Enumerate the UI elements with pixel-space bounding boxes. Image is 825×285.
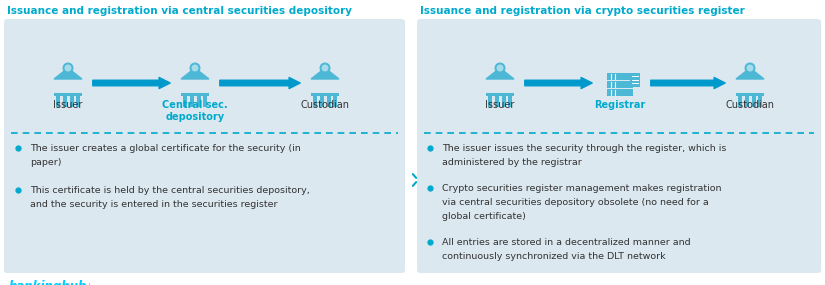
Bar [54,93,82,95]
Circle shape [322,64,328,72]
Circle shape [497,64,503,72]
Text: administered by the registrar: administered by the registrar [442,158,582,167]
Text: All entries are stored in a decentralized manner and: All entries are stored in a decentralize… [442,238,691,247]
Bar [203,93,207,107]
Bar [181,93,209,95]
Circle shape [64,64,72,72]
Bar [758,93,762,107]
Text: by zeb: by zeb [68,283,93,285]
Text: Issuer: Issuer [485,100,515,110]
FancyBboxPatch shape [4,19,405,273]
Text: Central sec.
depository: Central sec. depository [163,100,228,122]
Circle shape [319,62,331,74]
Text: continuously synchronized via the DLT network: continuously synchronized via the DLT ne… [442,252,666,261]
FancyBboxPatch shape [417,19,821,273]
Text: Issuer: Issuer [54,100,82,110]
Bar [56,93,60,107]
Text: and the security is entered in the securities register: and the security is entered in the secur… [30,200,277,209]
Bar [319,93,323,107]
Bar [486,93,514,95]
Text: The issuer creates a global certificate for the security (in: The issuer creates a global certificate … [30,144,301,153]
Text: Custodian: Custodian [300,100,350,110]
Bar [69,93,73,107]
Text: Registrar: Registrar [594,100,646,110]
Circle shape [494,62,506,74]
Circle shape [191,64,199,72]
Bar [607,73,633,80]
Bar [607,81,633,88]
Bar [327,93,331,107]
Text: This certificate is held by the central securities depository,: This certificate is held by the central … [30,186,309,195]
Text: Crypto securities register management makes registration: Crypto securities register management ma… [442,184,722,193]
Bar [76,93,80,107]
Bar [502,93,506,107]
Bar [494,93,498,107]
Text: Issuance and registration via central securities depository: Issuance and registration via central se… [7,6,352,16]
Bar [738,93,742,107]
Bar [63,93,67,107]
Bar [744,93,748,107]
Bar [183,93,187,107]
Text: Custodian: Custodian [725,100,775,110]
Text: bankinghub: bankinghub [9,280,87,285]
Circle shape [744,62,756,74]
Polygon shape [54,68,82,79]
Circle shape [63,62,73,74]
Text: via central securities depository obsolete (no need for a: via central securities depository obsole… [442,198,709,207]
Circle shape [747,64,753,72]
Bar [736,93,764,95]
Bar [508,93,512,107]
Text: global certificate): global certificate) [442,212,526,221]
Bar [630,73,640,87]
Text: The issuer issues the security through the register, which is: The issuer issues the security through t… [442,144,726,153]
Bar [313,93,317,107]
Circle shape [190,62,200,74]
Polygon shape [736,68,764,79]
Bar [311,93,339,95]
Bar [333,93,337,107]
Bar [488,93,492,107]
Polygon shape [486,68,514,79]
Text: Issuance and registration via crypto securities register: Issuance and registration via crypto sec… [420,6,745,16]
Bar [607,89,633,96]
Polygon shape [181,68,209,79]
Bar [752,93,756,107]
Bar [196,93,200,107]
Polygon shape [311,68,339,79]
Bar [190,93,194,107]
Text: paper): paper) [30,158,62,167]
